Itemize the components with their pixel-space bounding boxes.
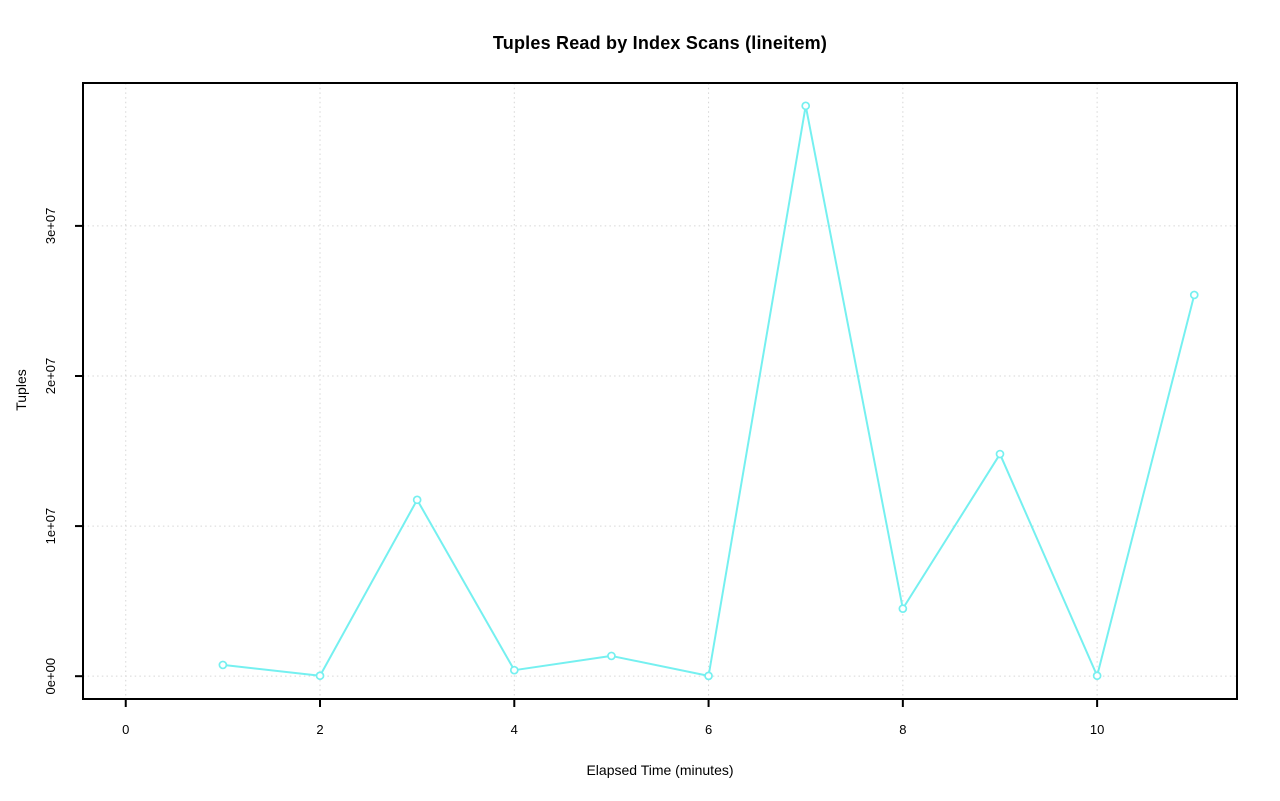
data-point (509, 665, 519, 675)
x-axis-tick-label: 0 (122, 722, 129, 737)
y-axis-tick-label: 0e+00 (43, 658, 58, 695)
y-axis-tick-label: 3e+07 (43, 208, 58, 245)
data-point (995, 449, 1005, 459)
x-axis-tick-label: 10 (1090, 722, 1104, 737)
chart-title: Tuples Read by Index Scans (lineitem) (492, 33, 828, 53)
data-point (412, 495, 422, 505)
data-point (1189, 290, 1199, 300)
y-axis-tick-label: 2e+07 (43, 358, 58, 395)
y-axis-tick-label: 1e+07 (43, 508, 58, 545)
data-point (218, 660, 228, 670)
x-axis-tick-label: 6 (705, 722, 712, 737)
x-axis-tick-label: 4 (511, 722, 518, 737)
x-axis-tick-label: 2 (316, 722, 323, 737)
y-axis-title: Tuples (13, 369, 29, 411)
data-point (898, 604, 908, 613)
data-point (1092, 671, 1102, 681)
x-axis-title: Elapsed Time (minutes) (586, 762, 734, 778)
x-axis-tick-label: 8 (899, 722, 906, 737)
data-point (315, 671, 325, 681)
plot-border (82, 82, 1238, 700)
data-point (801, 101, 811, 111)
data-point (704, 671, 713, 681)
data-point (607, 651, 616, 661)
